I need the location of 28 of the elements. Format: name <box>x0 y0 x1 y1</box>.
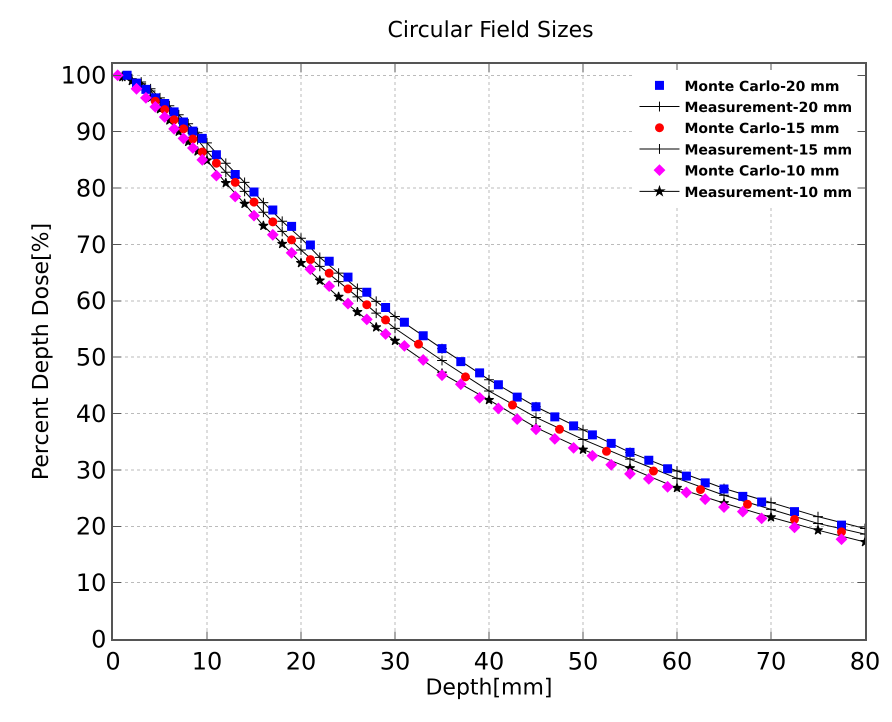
chart-title: Circular Field Sizes <box>388 18 594 44</box>
legend-label: Measurement-20 mm <box>684 100 852 116</box>
legend-label: Monte Carlo-15 mm <box>684 121 840 138</box>
legend-label: Measurement-10 mm <box>684 184 852 201</box>
y-tick-label: 20 <box>76 512 106 541</box>
x-tick-label: 40 <box>474 648 504 676</box>
y-tick-label: 10 <box>76 569 106 598</box>
y-tick-label: 50 <box>76 344 106 372</box>
y-axis-title: Percent Depth Dose[%] <box>28 222 54 480</box>
legend-label: Monte Carlo-20 mm <box>684 78 840 95</box>
y-tick-label: 30 <box>76 456 106 484</box>
x-tick-label: 70 <box>756 648 786 676</box>
x-tick-label: 30 <box>380 648 410 676</box>
x-tick-label: 50 <box>568 648 598 676</box>
x-tick-label: 10 <box>192 648 222 676</box>
y-tick-label: 100 <box>60 62 106 90</box>
y-tick-label: 60 <box>76 287 106 316</box>
y-tick-label: 40 <box>76 400 106 428</box>
legend-label: Measurement-15 mm <box>684 142 852 158</box>
y-tick-label: 70 <box>76 230 106 259</box>
y-tick-label: 90 <box>76 118 106 146</box>
legend-label: Monte Carlo-10 mm <box>684 164 840 180</box>
x-axis-title: Depth[mm] <box>425 676 553 701</box>
x-tick-label: 80 <box>850 648 880 676</box>
x-tick-label: 60 <box>662 648 692 676</box>
y-tick-label: 80 <box>76 174 106 202</box>
y-tick-label: 0 <box>91 625 106 654</box>
x-tick-label: 20 <box>286 648 316 676</box>
